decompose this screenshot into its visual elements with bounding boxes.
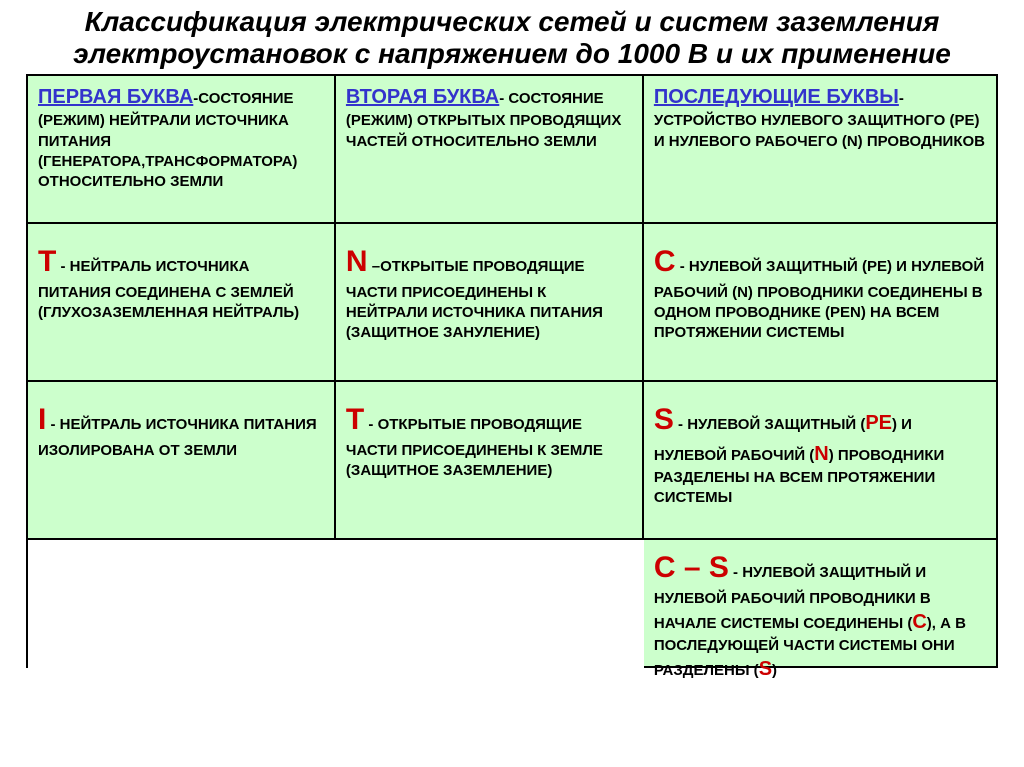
cell-r2-c2: Т - ОТКРЫТЫЕ ПРОВОДЯЩИЕ ЧАСТИ ПРИСОЕДИНЕ… [336,382,644,540]
header-col3-label: ПОСЛЕДУЮЩИЕ БУКВЫ [654,86,899,108]
desc-r1-c2: –ОТКРЫТЫЕ ПРОВОДЯЩИЕ ЧАСТИ ПРИСОЕДИНЕНЫ … [346,258,603,341]
letter-C-col3: С [654,245,676,278]
cell-r1-c1: Т - НЕЙТРАЛЬ ИСТОЧНИКА ПИТАНИЯ СОЕДИНЕНА… [28,224,336,382]
inline-C: С [912,611,926,633]
desc-r2-c3-pre: - НУЛЕВОЙ ЗАЩИТНЫЙ ( [674,416,865,433]
classification-table: ПЕРВАЯ БУКВА-СОСТОЯНИЕ (РЕЖИМ) НЕЙТРАЛИ … [26,74,998,668]
letter-N-col2: N [346,245,368,278]
inline-S: S [759,658,772,680]
desc-r2-c2: - ОТКРЫТЫЕ ПРОВОДЯЩИЕ ЧАСТИ ПРИСОЕДИНЕНЫ… [346,416,603,479]
desc-r2-c1: - НЕЙТРАЛЬ ИСТОЧНИКА ПИТАНИЯ ИЗОЛИРОВАНА… [38,416,317,459]
letter-S-col3: S [654,403,674,436]
desc-r1-c1: - НЕЙТРАЛЬ ИСТОЧНИКА ПИТАНИЯ СОЕДИНЕНА С… [38,258,299,321]
page-title: Классификация электрических сетей и сист… [0,0,1024,74]
cell-r2-c3: S - НУЛЕВОЙ ЗАЩИТНЫЙ (РЕ) И НУЛЕВОЙ РАБО… [644,382,998,540]
header-col3: ПОСЛЕДУЮЩИЕ БУКВЫ- УСТРОЙСТВО НУЛЕВОГО З… [644,76,998,224]
letter-T-col2: Т [346,403,364,436]
header-col1-label: ПЕРВАЯ БУКВА [38,86,193,108]
header-col2-label: ВТОРАЯ БУКВА [346,86,499,108]
cell-r1-c3: С - НУЛЕВОЙ ЗАЩИТНЫЙ (РЕ) И НУЛЕВОЙ РАБО… [644,224,998,382]
cell-r2-c1: I - НЕЙТРАЛЬ ИСТОЧНИКА ПИТАНИЯ ИЗОЛИРОВА… [28,382,336,540]
desc-r1-c3: - НУЛЕВОЙ ЗАЩИТНЫЙ (РЕ) И НУЛЕВОЙ РАБОЧИ… [654,258,984,341]
inline-PE: РЕ [865,412,892,434]
inline-N: N [814,443,828,465]
cell-r3-c3: С – S - НУЛЕВОЙ ЗАЩИТНЫЙ И НУЛЕВОЙ РАБОЧ… [644,540,998,668]
letter-CS-col3: С – S [654,551,729,584]
letter-T-col1: Т [38,245,56,278]
header-col2: ВТОРАЯ БУКВА- СОСТОЯНИЕ (РЕЖИМ) ОТКРЫТЫХ… [336,76,644,224]
cell-r1-c2: N –ОТКРЫТЫЕ ПРОВОДЯЩИЕ ЧАСТИ ПРИСОЕДИНЕН… [336,224,644,382]
header-col1: ПЕРВАЯ БУКВА-СОСТОЯНИЕ (РЕЖИМ) НЕЙТРАЛИ … [28,76,336,224]
desc-r3-c3-post: ) [772,662,777,679]
